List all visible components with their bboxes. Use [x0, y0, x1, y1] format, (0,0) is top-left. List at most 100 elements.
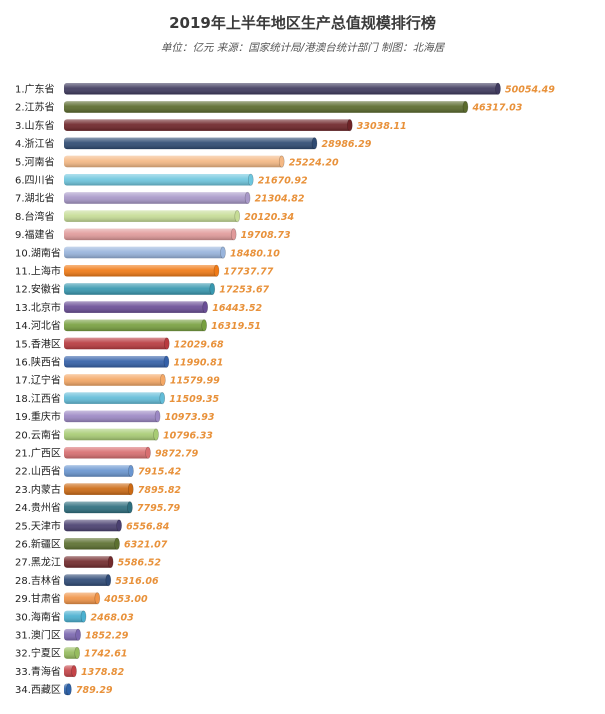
value-label: 5316.06	[115, 576, 159, 587]
bar-end-cap	[114, 537, 120, 550]
bar-highlight	[64, 410, 160, 423]
bar-highlight	[64, 610, 86, 623]
bar-highlight	[64, 428, 159, 441]
bar-group: 34.西藏区 789.29	[15, 683, 113, 696]
bar-highlight	[64, 592, 100, 605]
bar-highlight	[64, 356, 169, 368]
bar-highlight	[64, 374, 165, 386]
category-label: 18.江西省	[15, 392, 61, 405]
bar-group: 18.江西省 11509.35	[15, 392, 220, 405]
bar-end-cap	[94, 592, 101, 605]
category-label: 20.云南省	[15, 428, 61, 441]
category-label: 1.广东省	[15, 83, 55, 96]
bar-end-cap	[127, 483, 134, 496]
bar-end-cap	[244, 191, 251, 204]
category-label: 28.吉林省	[15, 574, 61, 587]
value-label: 46317.03	[471, 103, 522, 114]
bar-highlight	[64, 465, 133, 477]
category-label: 24.贵州省	[15, 501, 61, 514]
category-label: 33.青海省	[15, 665, 61, 678]
bar-highlight	[64, 337, 169, 350]
value-label: 6556.84	[126, 521, 170, 532]
bar-end-cap	[116, 519, 122, 532]
bar-group: 22.山西省 7915.42	[15, 465, 182, 478]
bar-highlight	[64, 538, 120, 550]
chart-title: 2019年上半年地区生产总值规模排行榜	[169, 14, 436, 32]
value-label: 17737.77	[224, 267, 274, 278]
bar-group: 24.贵州省 7795.79	[15, 501, 181, 514]
bar-group: 29.甘肃省 4053.00	[15, 592, 148, 605]
value-label: 28986.29	[321, 139, 371, 150]
category-label: 32.宁夏区	[15, 647, 61, 660]
value-label: 7895.82	[138, 485, 182, 496]
bar-end-cap	[278, 155, 285, 168]
category-label: 9.福建省	[15, 228, 55, 241]
bar-end-cap	[71, 665, 77, 678]
bar-group: 11.上海市 17737.77	[15, 265, 274, 278]
category-label: 8.台湾省	[15, 210, 55, 223]
category-label: 19.重庆市	[15, 410, 61, 423]
category-label: 21.广西区	[15, 448, 61, 460]
value-label: 21670.92	[258, 176, 308, 187]
bar-group: 5.河南省 25224.20	[15, 155, 339, 168]
category-label: 13.北京市	[15, 301, 61, 314]
bar-end-cap	[202, 301, 209, 314]
category-label: 16.陕西省	[15, 356, 61, 369]
bar-end-cap	[201, 319, 207, 332]
value-label: 1742.61	[84, 649, 127, 660]
bar-highlight	[64, 265, 219, 277]
bar-end-cap	[154, 410, 161, 423]
value-label: 33038.11	[357, 121, 407, 132]
bar-end-cap	[75, 628, 81, 641]
bar-end-cap	[107, 555, 114, 569]
bar-group: 1.广东省 50054.49	[15, 83, 555, 96]
bar-highlight	[64, 155, 284, 168]
bar-group: 32.宁夏区 1742.61	[15, 647, 127, 660]
category-label: 3.山东省	[15, 119, 55, 132]
bar-end-cap	[495, 82, 501, 95]
bar-end-cap	[220, 246, 226, 259]
bar-highlight	[64, 556, 113, 568]
value-label: 7915.42	[138, 467, 182, 478]
category-label: 31.澳门区	[15, 629, 61, 642]
bar-highlight	[64, 483, 133, 495]
value-label: 11990.81	[173, 358, 223, 369]
bar-group: 25.天津市 6556.84	[15, 519, 170, 532]
value-label: 19708.73	[241, 230, 291, 241]
bar-end-cap	[80, 610, 87, 623]
chart-subtitle: 单位：亿元 来源：国家统计局/港澳台统计部门 制图：北海居	[160, 42, 445, 54]
bar-group: 26.新疆区 6321.07	[15, 538, 168, 551]
bar-highlight	[64, 447, 150, 459]
bar-end-cap	[66, 683, 72, 696]
category-label: 10.湖南省	[15, 246, 61, 259]
category-label: 4.浙江省	[15, 137, 55, 150]
category-label: 30.海南省	[15, 610, 61, 623]
bar-end-cap	[209, 282, 216, 296]
bar-highlight	[64, 319, 207, 332]
bar-end-cap	[163, 355, 170, 368]
bar-group: 3.山东省 33038.11	[15, 119, 407, 132]
value-label: 25224.20	[289, 157, 339, 168]
bar-group: 4.浙江省 28986.29	[15, 137, 372, 150]
bar-group: 27.黑龙江 5586.52	[15, 556, 161, 569]
bar-group: 17.辽宁省 11579.99	[15, 374, 220, 387]
bar-group: 14.河北省 16319.51	[15, 319, 261, 332]
bar-end-cap	[127, 501, 133, 514]
bar-highlight	[64, 101, 468, 113]
bar-end-cap	[128, 464, 134, 478]
bar-highlight	[64, 192, 250, 204]
bar-group: 16.陕西省 11990.81	[15, 356, 223, 369]
category-label: 22.山西省	[15, 465, 61, 478]
value-label: 20120.34	[244, 212, 294, 223]
bar-group: 21.广西区 9872.79	[15, 446, 199, 460]
bar-end-cap	[230, 228, 237, 241]
bar-end-cap	[159, 392, 166, 405]
bar-highlight	[64, 283, 215, 295]
category-label: 14.河北省	[15, 319, 61, 332]
bar-highlight	[64, 137, 317, 150]
value-label: 16443.52	[212, 303, 262, 314]
bar-highlight	[64, 119, 352, 131]
bar-highlight	[64, 301, 208, 313]
bar-highlight	[64, 519, 122, 532]
